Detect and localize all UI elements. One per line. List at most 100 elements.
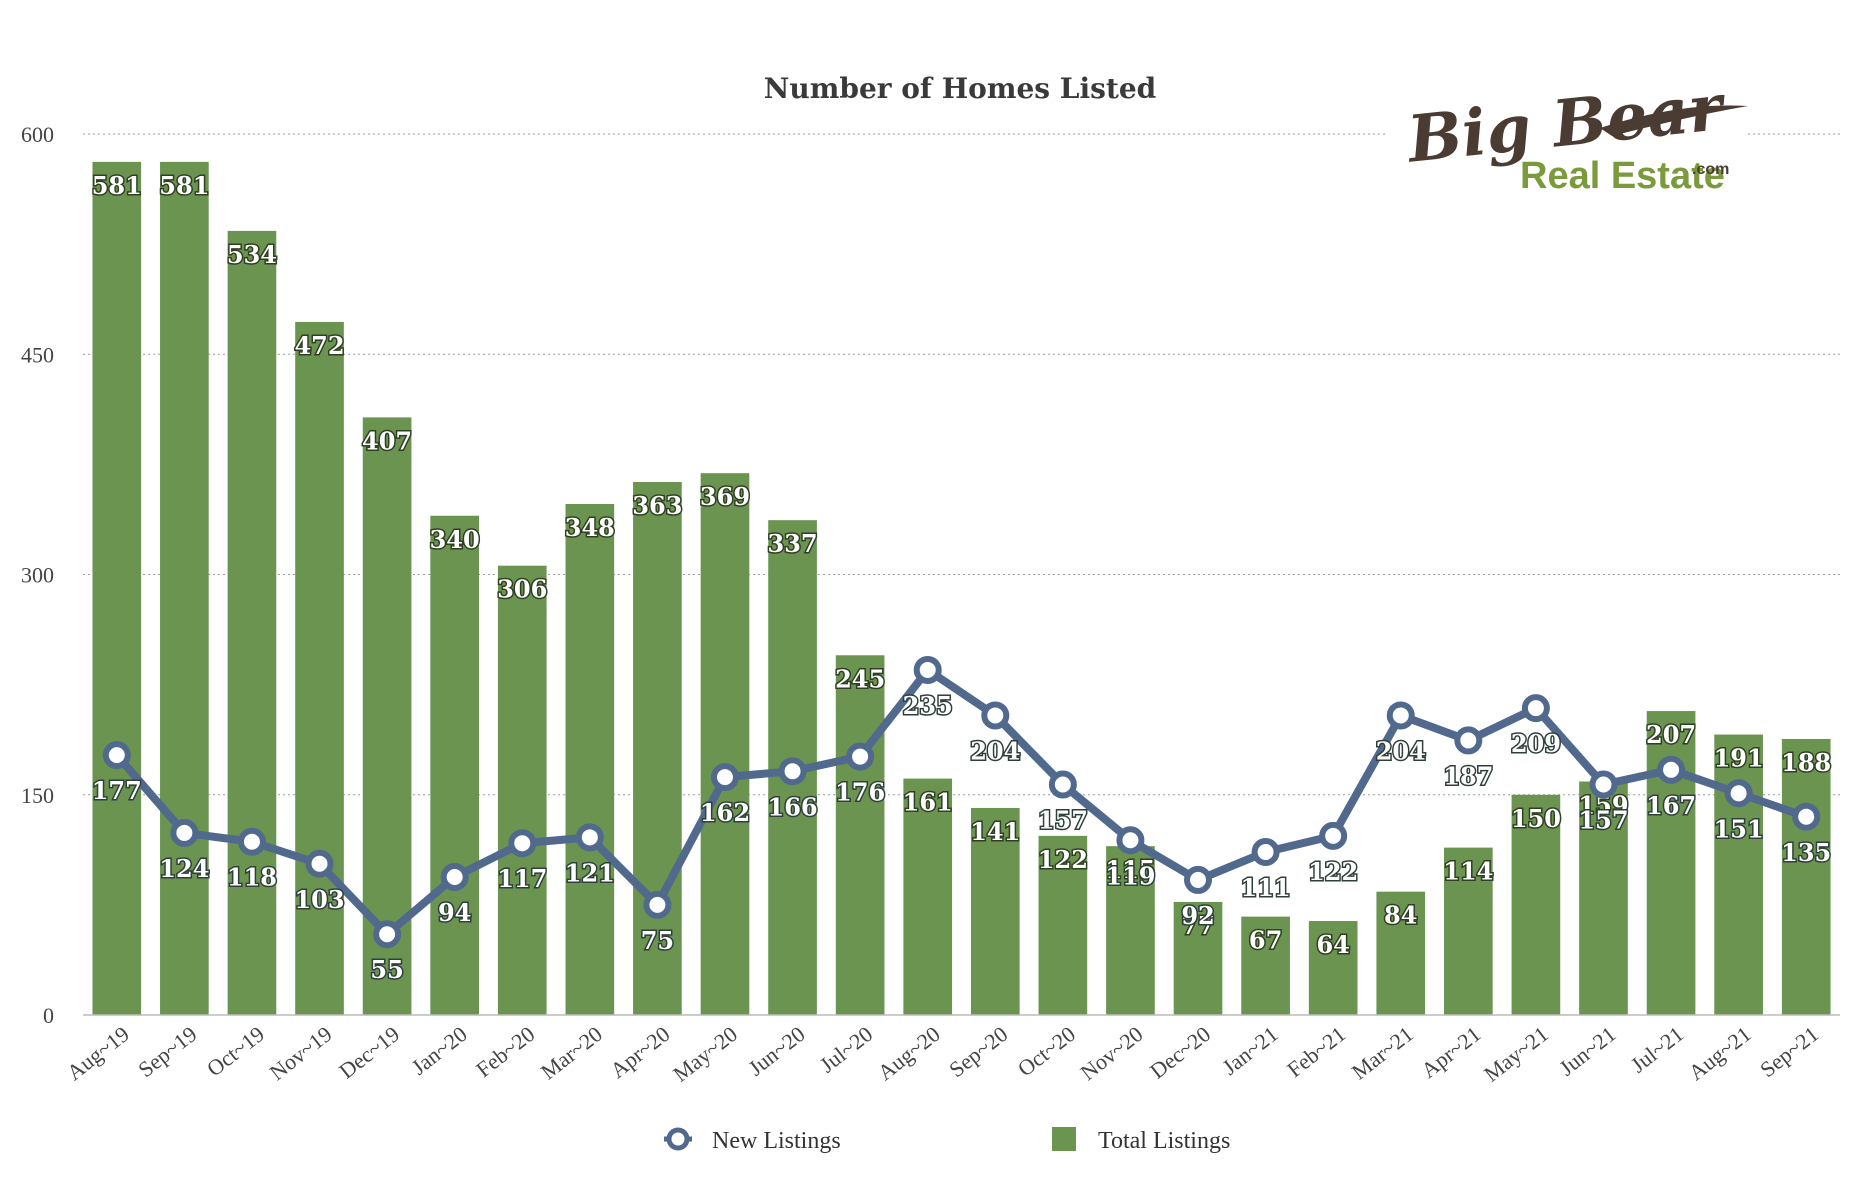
x-tick-label: Jul~20: [815, 1021, 877, 1077]
logo-swoosh: [1600, 105, 1748, 136]
bar-value-label: 150: [1511, 804, 1561, 833]
x-tick-label: Jan~20: [407, 1021, 472, 1080]
point-value-label: 157: [1038, 805, 1088, 834]
point-new-listings: [1251, 838, 1280, 867]
point-new-listings: [643, 890, 672, 919]
legend-item-total-listings: Total Listings: [1052, 1127, 1230, 1154]
bar-total-listings: [903, 778, 953, 1015]
point-new-listings: [102, 741, 131, 770]
line-new-listings: [102, 655, 1821, 949]
x-tick-label: Mar~21: [1347, 1021, 1418, 1084]
bar-value-label: 67: [1249, 926, 1282, 955]
bar-total-listings: [295, 321, 344, 1015]
point-value-label: 209: [1511, 729, 1561, 758]
line-value-labels: 177 124 118 103 55 94 117 121 75 162 166 176 235 204 1…: [90, 689, 1833, 985]
bar-value-label: 340: [430, 525, 480, 554]
point-new-listings: [981, 701, 1010, 730]
point-value-label: 157: [1578, 805, 1628, 834]
point-new-listings: [1319, 821, 1348, 850]
point-value-label: 177: [92, 776, 142, 805]
x-tick-label: Sep~21: [1755, 1021, 1823, 1082]
point-value-label: 124: [159, 854, 209, 883]
bar-value-label: 534: [227, 240, 277, 269]
bar-total-listings: [160, 161, 209, 1016]
y-tick-label: 600: [21, 122, 54, 147]
bar-total-listings: [227, 230, 277, 1015]
bar-value-label: 337: [768, 529, 818, 558]
bar-total-listings: [92, 161, 142, 1016]
x-tick-label: Dec~20: [1145, 1021, 1215, 1083]
point-value-label: 176: [835, 778, 885, 807]
point-new-listings: [1521, 694, 1550, 723]
point-value-label: 162: [700, 798, 750, 827]
y-tick-label: 300: [21, 563, 54, 588]
point-value-label: 121: [565, 858, 615, 887]
bar-value-label: 159: [1578, 791, 1628, 820]
bar-value-label: 472: [294, 331, 344, 360]
logo-sub-text: Real Estate: [1520, 155, 1725, 197]
point-new-listings: [373, 920, 402, 949]
point-value-label: 111: [1241, 873, 1291, 902]
brand-logo: Big Bear Real Estate .com: [1388, 70, 1748, 197]
point-new-listings: [1116, 826, 1145, 855]
point-value-label: 204: [970, 736, 1020, 765]
bar-total-listings: [1781, 738, 1831, 1015]
point-value-label: 55: [370, 955, 403, 984]
point-new-listings: [1792, 802, 1821, 831]
bar-total-listings: [700, 473, 750, 1015]
point-new-listings: [1454, 726, 1483, 755]
point-new-listings: [170, 818, 199, 847]
x-tick-label: May~20: [668, 1021, 742, 1086]
bar-value-label: 245: [835, 664, 885, 693]
point-new-listings: [1657, 755, 1686, 784]
point-new-listings: [440, 862, 469, 891]
bar-total-listings: [1579, 781, 1628, 1015]
y-tick-label: 0: [43, 1003, 54, 1028]
x-tick-label: Jul~21: [1626, 1021, 1688, 1077]
bar-total-listings: [430, 515, 480, 1015]
bar-value-label: 188: [1781, 748, 1831, 777]
bar-total-listings: [1241, 916, 1290, 1015]
legend-label-total-listings: Total Listings: [1098, 1128, 1230, 1154]
bar-total-listings: [633, 481, 682, 1015]
x-tick-label: Dec~19: [334, 1021, 404, 1083]
x-tick-label: Nov~19: [265, 1021, 337, 1085]
x-tick-label: Feb~21: [1282, 1021, 1350, 1082]
bar-total-listings: [835, 655, 885, 1015]
point-new-listings: [237, 827, 266, 856]
chart-title: Number of Homes Listed: [764, 72, 1156, 105]
bar-total-listings: [1308, 921, 1358, 1015]
point-value-label: 151: [1714, 814, 1764, 843]
bar-value-label: 369: [700, 482, 750, 511]
point-value-label: 135: [1781, 838, 1831, 867]
bars-total-listings: [92, 161, 1831, 1016]
x-tick-label: Oct~19: [202, 1021, 269, 1081]
y-axis-ticks: 0 150 300 450 600: [21, 122, 54, 1028]
point-new-listings: [778, 757, 807, 786]
bar-value-label: 363: [632, 491, 682, 520]
point-value-label: 167: [1646, 791, 1696, 820]
legend-label-new-listings: New Listings: [712, 1128, 841, 1154]
bar-value-label: 161: [903, 788, 953, 817]
point-value-label: 119: [1105, 861, 1155, 890]
legend-item-new-listings: New Listings: [664, 1127, 841, 1154]
x-tick-label: Jun~20: [743, 1021, 809, 1080]
x-tick-label: Jun~21: [1554, 1021, 1620, 1080]
bar-total-listings: [1511, 794, 1561, 1015]
bar-total-listings: [1106, 846, 1155, 1015]
legend: New Listings Total Listings: [664, 1127, 1230, 1154]
bar-value-label: 191: [1714, 744, 1764, 773]
point-value-label: 117: [497, 864, 547, 893]
bar-total-listings: [565, 504, 615, 1015]
y-tick-label: 150: [21, 783, 54, 808]
bar-value-label: 84: [1384, 901, 1417, 930]
bar-total-listings: [1173, 901, 1223, 1015]
point-new-listings: [1048, 770, 1077, 799]
point-value-label: 122: [1308, 857, 1358, 886]
x-tick-label: Nov~20: [1076, 1021, 1148, 1085]
x-tick-label: Feb~20: [471, 1021, 539, 1082]
point-new-listings: [913, 655, 942, 684]
point-value-label: 187: [1443, 761, 1493, 790]
bar-total-listings: [1714, 734, 1763, 1015]
